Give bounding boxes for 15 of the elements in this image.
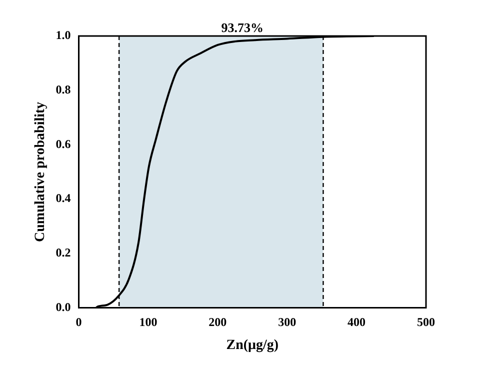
y-tick-label: 0.4	[56, 191, 71, 206]
x-tick-label: 500	[417, 315, 435, 330]
y-axis-title: Cumulative probability	[33, 102, 48, 242]
x-tick-label: 200	[208, 315, 227, 330]
y-tick-label: 0.6	[56, 136, 71, 151]
y-tick-label: 0.2	[56, 246, 71, 260]
x-tick-label: 400	[348, 315, 366, 330]
y-tick-label: 0.8	[56, 82, 71, 96]
x-axis-title: Zn(μg/g)	[226, 338, 279, 354]
text: 93.73%	[221, 20, 264, 35]
x-tick-label: 300	[278, 315, 296, 330]
x-tick-label: 0	[76, 315, 82, 330]
y-tick-label: 1.0	[56, 28, 71, 42]
y-tick-label: 0.0	[56, 300, 71, 314]
x-tick-label: 100	[139, 315, 158, 330]
